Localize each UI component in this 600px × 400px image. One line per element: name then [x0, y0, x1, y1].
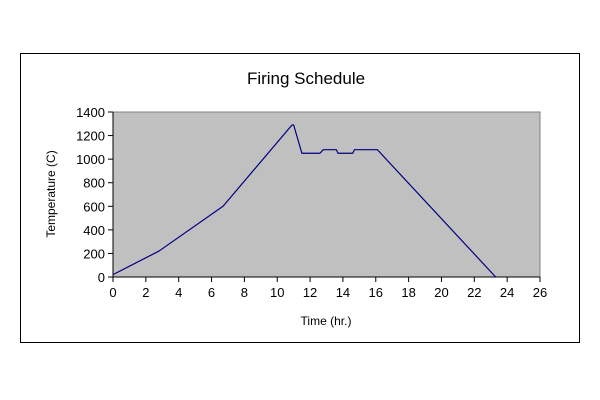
- plot-area: [112, 111, 541, 278]
- y-tick-label: 800: [83, 176, 105, 191]
- x-tick-label: 0: [109, 285, 116, 300]
- x-tick-label: 10: [270, 285, 284, 300]
- x-tick-label: 20: [434, 285, 448, 300]
- chart-svg: Firing Schedule 020040060080010001200140…: [44, 69, 547, 328]
- x-axis-ticks: 0 2 4 6 8 10 12 14 16 18 20 22 24 26: [109, 277, 547, 300]
- chart-title: Firing Schedule: [247, 69, 365, 88]
- x-tick-label: 2: [142, 285, 149, 300]
- x-tick-label: 24: [500, 285, 514, 300]
- y-axis-ticks: 0 200 400 600 800 1000 1200 1400: [76, 105, 113, 285]
- x-tick-label: 16: [369, 285, 383, 300]
- x-tick-label: 12: [303, 285, 317, 300]
- x-axis-label: Time (hr.): [301, 314, 352, 328]
- x-tick-label: 6: [208, 285, 215, 300]
- y-tick-label: 600: [83, 199, 105, 214]
- y-tick-label: 1400: [76, 105, 105, 120]
- y-tick-label: 200: [83, 246, 105, 261]
- y-axis-label: Temperature (C): [44, 150, 58, 237]
- series-layer: [112, 124, 497, 278]
- x-tick-label: 14: [336, 285, 350, 300]
- x-tick-label: 8: [241, 285, 248, 300]
- x-tick-label: 22: [467, 285, 481, 300]
- chart-frame: Firing Schedule 0 200 400 600 800 1000 1200 140…: [20, 53, 580, 343]
- y-tick-label: 1000: [76, 152, 105, 167]
- series-line: [112, 124, 497, 278]
- y-tick-label: 1200: [76, 129, 105, 144]
- y-tick-label: 0: [98, 270, 105, 285]
- x-tick-label: 26: [533, 285, 547, 300]
- x-tick-label: 18: [401, 285, 415, 300]
- x-tick-label: 4: [175, 285, 182, 300]
- y-tick-label: 400: [83, 223, 105, 238]
